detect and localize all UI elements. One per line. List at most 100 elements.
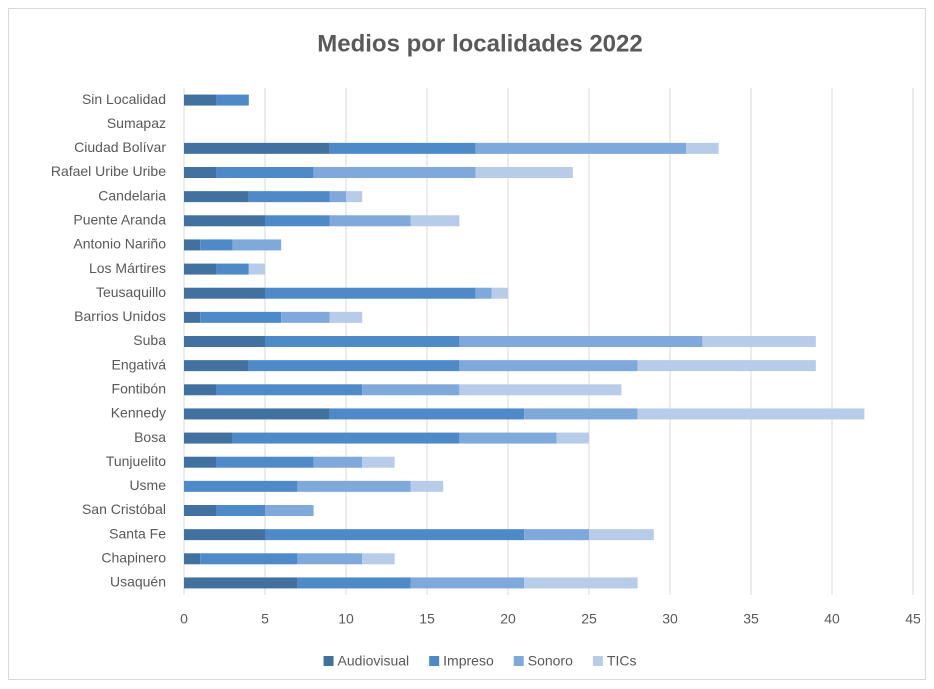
y-tick-label: San Cristóbal	[82, 501, 166, 517]
bar-segment	[184, 529, 265, 541]
bar-segment	[281, 311, 330, 323]
y-tick-label: Bosa	[134, 429, 166, 445]
bar-segment	[184, 384, 217, 396]
bar-segment	[475, 287, 492, 299]
bar-segment	[200, 239, 233, 251]
legend-label: TICs	[607, 653, 637, 669]
bar-segment	[637, 360, 816, 372]
bar-segment	[184, 480, 298, 492]
bar-segment	[184, 432, 233, 444]
bar-segment	[265, 287, 476, 299]
y-tick-label: Tunjuelito	[106, 453, 166, 469]
bar-segment	[475, 142, 687, 154]
x-tick-label: 15	[419, 611, 435, 627]
bar-segment	[459, 384, 622, 396]
x-tick-label: 10	[338, 611, 354, 627]
bar-segment	[637, 408, 865, 420]
bar-segment	[216, 167, 314, 178]
bar-segment	[362, 384, 460, 396]
bar-segment	[184, 408, 330, 420]
y-tick-label: Sin Localidad	[82, 91, 166, 107]
bar-segment	[184, 263, 217, 275]
bar-segment	[524, 408, 638, 420]
bar-segment	[248, 360, 460, 372]
bar-segment	[410, 577, 525, 589]
bar-segment	[329, 191, 346, 203]
y-tick-label: Puente Aranda	[73, 211, 166, 227]
y-tick-label: Fontibón	[112, 380, 166, 396]
legend-swatch	[429, 656, 440, 666]
y-tick-label: Santa Fe	[109, 525, 166, 541]
legend-label: Impreso	[443, 653, 494, 669]
bar-segment	[216, 94, 249, 106]
bar-segment	[184, 553, 201, 565]
bar-segment	[329, 215, 411, 227]
bar-segment	[184, 215, 265, 227]
y-tick-label: Usaquén	[110, 574, 166, 590]
y-tick-label: Candelaria	[98, 187, 166, 203]
x-tick-label: 35	[743, 611, 759, 627]
bar-segment	[313, 167, 476, 178]
x-tick-label: 45	[905, 611, 921, 627]
bar-segment	[232, 239, 282, 251]
y-tick-label: Teusaquillo	[96, 284, 166, 300]
y-tick-label: Sumapaz	[107, 115, 166, 131]
bar-segment	[184, 336, 265, 347]
bar-segment	[362, 456, 395, 468]
bar-segment	[216, 505, 265, 516]
bar-segment	[184, 287, 265, 299]
bar-segment	[184, 142, 330, 154]
y-tick-label: Usme	[129, 477, 166, 493]
y-tick-label: Barrios Unidos	[74, 308, 166, 324]
bar-segment	[686, 142, 719, 154]
bar-segment	[216, 456, 314, 468]
bar-segment	[589, 529, 654, 541]
bar-segment	[410, 215, 460, 227]
y-tick-label: Chapinero	[101, 549, 166, 565]
bar-segment	[362, 553, 395, 565]
legend-label: Audiovisual	[338, 653, 410, 669]
bar-segment	[200, 311, 282, 323]
bar-segment	[491, 287, 508, 299]
legend-swatch	[323, 656, 334, 666]
bar-segment	[297, 480, 411, 492]
x-tick-label: 40	[824, 611, 840, 627]
bar-segment	[265, 529, 525, 541]
bar-segment	[184, 311, 201, 323]
legend-swatch	[592, 656, 603, 666]
bar-segment	[184, 191, 249, 203]
bar-segment	[524, 577, 638, 589]
y-tick-label: Los Mártires	[89, 260, 166, 276]
bar-segment	[184, 167, 217, 178]
y-tick-label: Suba	[133, 332, 166, 348]
bar-segment	[346, 191, 363, 203]
bar-segment	[459, 360, 638, 372]
bar-segment	[184, 94, 217, 106]
bar-segment	[313, 456, 363, 468]
bar-segment	[459, 432, 557, 444]
bar-segment	[216, 384, 363, 396]
x-tick-label: 25	[581, 611, 597, 627]
bar-segment	[297, 553, 363, 565]
y-tick-label: Ciudad Bolívar	[74, 139, 166, 155]
bar-segment	[265, 215, 330, 227]
bar-segment	[232, 432, 460, 444]
bar-segment	[524, 529, 589, 541]
y-tick-label: Engativá	[112, 356, 167, 372]
bar-segment	[184, 505, 217, 516]
legend-swatch	[513, 656, 524, 666]
bar-segment	[329, 142, 476, 154]
bar-segment	[556, 432, 589, 444]
x-tick-label: 5	[261, 611, 269, 627]
x-tick-label: 0	[180, 611, 188, 627]
x-tick-label: 20	[500, 611, 516, 627]
bar-segment	[329, 311, 363, 323]
bar-segment	[216, 263, 249, 275]
bar-segment	[410, 480, 444, 492]
bar-segment	[184, 577, 298, 589]
x-tick-label: 30	[662, 611, 678, 627]
bar-segment	[297, 577, 411, 589]
chart-title: Medios por localidades 2022	[317, 30, 642, 57]
bar-segment	[265, 336, 460, 347]
